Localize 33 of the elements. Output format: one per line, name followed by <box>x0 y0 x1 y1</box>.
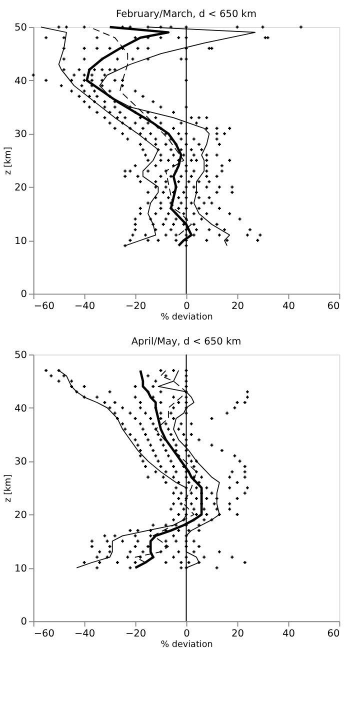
x-tick-label: 20 <box>232 300 244 312</box>
x-tick-label: −40 <box>74 300 96 312</box>
y-tick-label: 20 <box>14 510 27 521</box>
line-series <box>40 26 159 246</box>
x-tick-label: −60 <box>34 628 55 640</box>
x-tick-label: −20 <box>125 628 146 640</box>
x-tick-label: 40 <box>282 300 295 312</box>
y-tick-label: 40 <box>14 76 27 87</box>
x-tick-label: 0 <box>184 300 190 312</box>
y-tick-label: 30 <box>14 129 27 140</box>
x-axis-title: % deviation <box>160 640 213 650</box>
y-tick-label: 10 <box>14 563 27 574</box>
y-tick-label: 50 <box>14 350 27 361</box>
chart-title: April/May, d < 650 km <box>131 336 242 348</box>
x-tick-label: 60 <box>327 300 340 312</box>
y-axis-title: z [km] <box>4 146 14 175</box>
y-tick-label: 30 <box>14 456 27 468</box>
x-tick-label: −60 <box>34 300 55 312</box>
y-tick-label: 0 <box>20 616 27 628</box>
x-tick-label: −20 <box>125 300 146 312</box>
y-tick-label: 50 <box>14 22 27 34</box>
x-tick-label: 60 <box>327 628 340 640</box>
y-tick-label: 0 <box>20 289 27 300</box>
x-axis-title: % deviation <box>160 312 213 323</box>
x-tick-label: −40 <box>74 628 96 640</box>
chart-title: February/March, d < 650 km <box>116 9 257 20</box>
x-tick-label: 20 <box>232 628 244 640</box>
y-axis-title: z [km] <box>4 474 14 502</box>
x-tick-label: 40 <box>282 628 295 640</box>
y-tick-label: 20 <box>14 182 27 194</box>
x-tick-label: 0 <box>184 628 190 640</box>
y-tick-label: 10 <box>14 236 27 247</box>
y-tick-label: 40 <box>14 403 27 414</box>
